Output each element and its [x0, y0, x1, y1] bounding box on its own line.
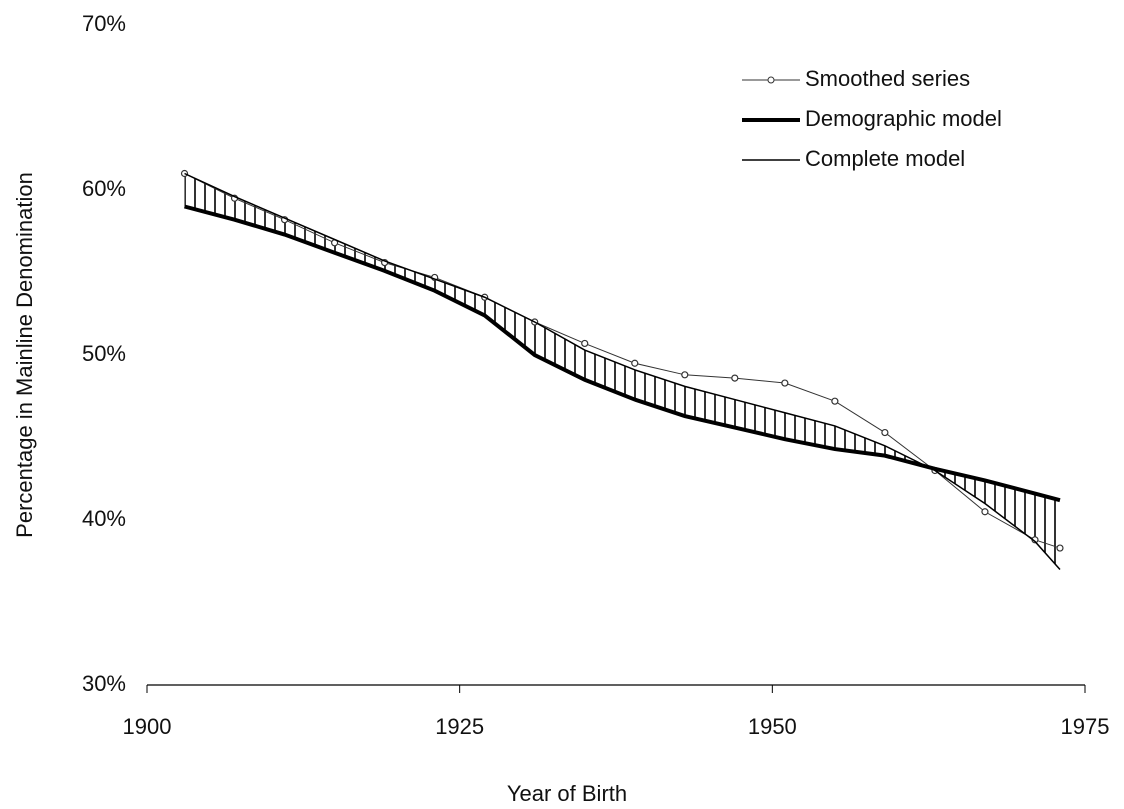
series-marker [681, 371, 689, 379]
y-tick-label: 70% [82, 11, 126, 36]
y-tick-label: 30% [82, 671, 126, 696]
x-tick-label: 1950 [748, 714, 797, 739]
x-axis-label: Year of Birth [507, 781, 627, 806]
series-marker [781, 379, 789, 387]
legend-label: Demographic model [805, 106, 1002, 131]
series-line [184, 204, 1061, 503]
y-axis-label: Percentage in Mainline Denomination [12, 172, 37, 538]
y-tick-label: 40% [82, 506, 126, 531]
series-marker [581, 339, 589, 348]
series-line [184, 172, 1061, 570]
legend-label: Smoothed series [805, 66, 970, 91]
legend-label: Complete model [805, 146, 965, 171]
series-marker [981, 508, 989, 516]
y-tick-label: 50% [82, 341, 126, 366]
difference-hatch [184, 173, 1060, 570]
series-marker [631, 359, 639, 367]
x-tick-label: 1925 [435, 714, 484, 739]
y-tick-label: 60% [82, 176, 126, 201]
series-marker [1056, 544, 1064, 552]
x-tick-label: 1975 [1061, 714, 1110, 739]
legend-marker [767, 76, 775, 84]
series-marker [831, 397, 839, 405]
series-marker [881, 428, 889, 437]
x-tick-label: 1900 [123, 714, 172, 739]
series-line [184, 173, 1061, 549]
series-marker [731, 374, 739, 382]
